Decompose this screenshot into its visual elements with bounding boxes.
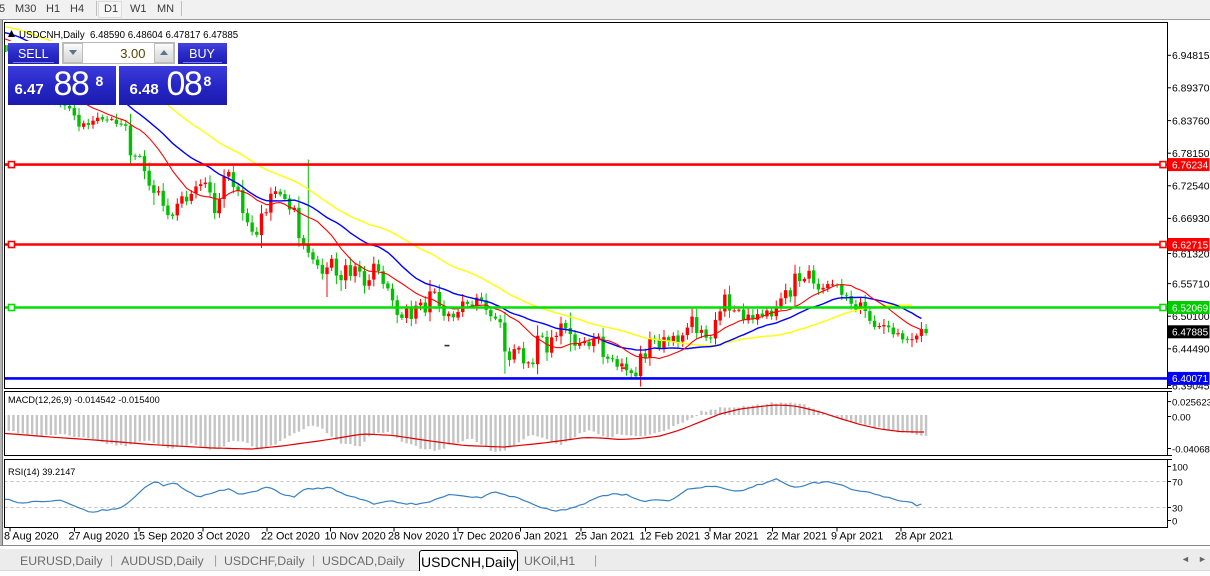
- svg-text:6.50100: 6.50100: [1172, 312, 1210, 323]
- svg-text:3 Oct 2020: 3 Oct 2020: [197, 531, 250, 543]
- svg-text:25 Jan 2021: 25 Jan 2021: [575, 531, 634, 543]
- svg-text:12 Feb 2021: 12 Feb 2021: [640, 531, 701, 543]
- svg-text:6.94815: 6.94815: [1172, 51, 1210, 62]
- svg-text:28 Apr 2021: 28 Apr 2021: [895, 531, 953, 543]
- svg-text:6.52069: 6.52069: [1172, 303, 1209, 314]
- svg-text:USDCNH,Daily 6.48590 6.48604: USDCNH,Daily 6.48590 6.48604 6.47817 6.4…: [19, 30, 238, 41]
- svg-text:6.78150: 6.78150: [1172, 149, 1210, 160]
- svg-text:RSI(14) 39.2147: RSI(14) 39.2147: [8, 467, 75, 477]
- svg-text:6.47885: 6.47885: [1172, 328, 1209, 339]
- svg-text:6.76234: 6.76234: [1172, 160, 1209, 171]
- svg-text:17 Dec 2020: 17 Dec 2020: [452, 531, 513, 543]
- svg-text:0.00: 0.00: [1172, 412, 1191, 423]
- svg-text:70: 70: [1172, 477, 1183, 488]
- svg-text:3 Mar 2021: 3 Mar 2021: [704, 531, 759, 543]
- svg-text:22 Oct 2020: 22 Oct 2020: [261, 531, 320, 543]
- svg-text:10 Nov 2020: 10 Nov 2020: [325, 531, 386, 543]
- svg-text:6.61320: 6.61320: [1172, 249, 1210, 260]
- svg-text:9 Apr 2021: 9 Apr 2021: [831, 531, 883, 543]
- svg-text:0: 0: [1172, 516, 1177, 527]
- svg-text:MACD(12,26,9) -0.014542 -0.015: MACD(12,26,9) -0.014542 -0.015400: [8, 395, 160, 405]
- svg-text:22 Mar 2021: 22 Mar 2021: [767, 531, 828, 543]
- svg-text:15 Sep 2020: 15 Sep 2020: [133, 531, 194, 543]
- svg-text:6.62715: 6.62715: [1172, 240, 1209, 251]
- svg-text:6.83760: 6.83760: [1172, 116, 1210, 127]
- svg-text:6.40071: 6.40071: [1172, 374, 1209, 385]
- svg-text:100: 100: [1172, 462, 1188, 473]
- svg-text:-0.040687: -0.040687: [1172, 444, 1210, 455]
- svg-text:6.39045: 6.39045: [1172, 381, 1210, 392]
- svg-text:6.89370: 6.89370: [1172, 84, 1210, 95]
- svg-text:6.66930: 6.66930: [1172, 214, 1210, 225]
- svg-text:8 Aug 2020: 8 Aug 2020: [4, 531, 59, 543]
- svg-text:0.025623: 0.025623: [1172, 397, 1210, 408]
- svg-text:30: 30: [1172, 503, 1183, 514]
- svg-text:27 Aug 2020: 27 Aug 2020: [69, 531, 130, 543]
- svg-text:28 Nov 2020: 28 Nov 2020: [388, 531, 449, 543]
- svg-text:6 Jan 2021: 6 Jan 2021: [515, 531, 568, 543]
- svg-text:6.72540: 6.72540: [1172, 182, 1210, 193]
- svg-text:6.55710: 6.55710: [1172, 279, 1210, 290]
- svg-text:6.44490: 6.44490: [1172, 345, 1210, 356]
